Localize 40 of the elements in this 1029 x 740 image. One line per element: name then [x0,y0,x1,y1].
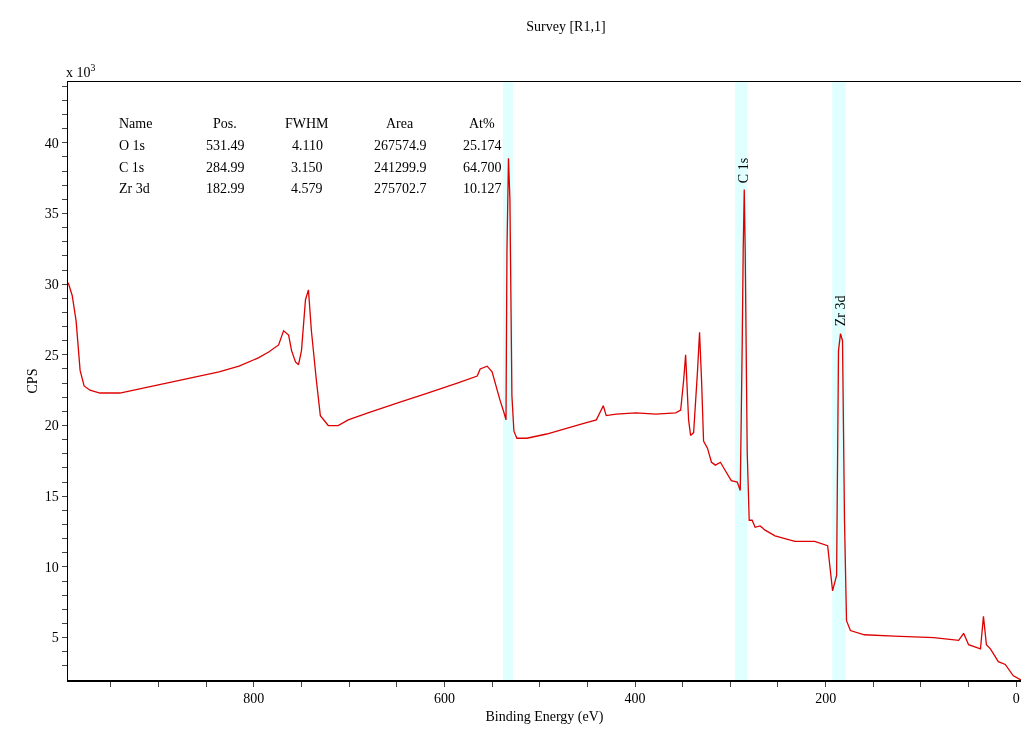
annotation: 267574.9 [374,138,427,153]
chart-title: Survey [R1,1] [526,18,606,34]
annotation: Area [386,116,414,131]
x-tick-label: 0 [1012,691,1020,707]
annotation: 4.110 [292,138,323,153]
y-tick-label: 15 [44,489,59,505]
annotation: Pos. [213,116,237,131]
y-tick-label: 25 [44,347,59,363]
x-tick-label: 800 [243,691,265,707]
annotation: Name [119,116,153,131]
annotation: 25.174 [463,138,502,153]
annotation: 3.150 [291,160,323,175]
annotation: At% [469,116,495,131]
annotation: 10.127 [463,181,502,196]
text: x 10$^{3}$ [66,62,96,80]
annotation: 182.99 [206,181,245,196]
y-tick-label: 5 [51,630,59,646]
annotation: Zr 3d [832,295,848,327]
annotation: O 1s [119,138,146,153]
y-tick-label: 35 [44,206,59,222]
annotation: 4.579 [291,181,323,196]
x-tick-label: 600 [433,691,455,707]
x-tick-label: 200 [815,691,837,707]
annotation: 275702.7 [374,181,427,196]
annotation: 531.49 [206,138,245,153]
annotation: C 1s [736,157,752,184]
x-axis-title: Binding Energy (eV) [485,709,604,726]
y-tick-label: 30 [44,277,59,293]
annotation: 241299.9 [374,160,427,175]
annotation: C 1s [119,160,145,175]
annotation: FWHM [285,116,330,131]
annotation: 64.700 [463,160,502,175]
annotation: Zr 3d [119,181,150,196]
y-tick-label: 10 [44,559,59,575]
line-series [68,157,1021,680]
y-tick-label: 40 [44,135,59,151]
annotation: 284.99 [206,160,245,175]
y-tick-label: 20 [44,418,59,434]
x-tick-label: 400 [624,691,646,707]
y-axis-title: CPS [24,368,40,394]
